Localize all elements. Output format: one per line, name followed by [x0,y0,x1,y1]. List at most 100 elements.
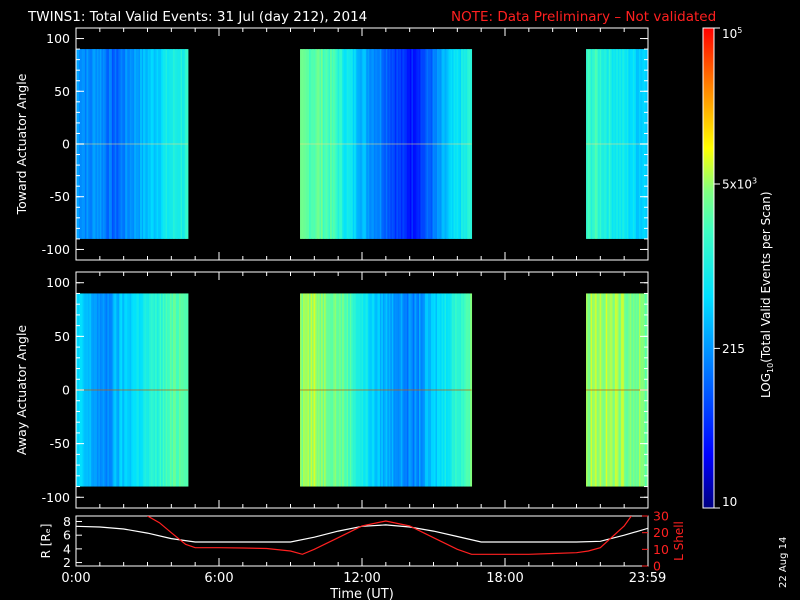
toward-heatmap [76,49,649,239]
heatmap-column [351,293,354,487]
heatmap-column [150,49,153,239]
heatmap-column [180,49,183,239]
heatmap-column [107,49,110,239]
heatmap-column [379,293,382,487]
toward-y-axis: 100 50 0 -50 -100 [42,31,648,257]
heatmap-column [590,49,593,239]
away-y-axis: 100 50 0 -50 -100 [42,275,648,505]
heatmap-column [602,293,605,487]
heatmap-column [176,49,178,239]
heatmap-column [599,293,602,487]
x-axis-label: Time (UT) [329,587,394,600]
heatmap-column [370,293,373,487]
heatmap-column [429,293,432,487]
heatmap-column [440,49,442,239]
heatmap-column [638,49,641,239]
heatmap-column [318,293,321,487]
heatmap-segment [76,49,189,239]
heatmap-column [309,293,311,487]
y-tick-label: 100 [46,31,70,46]
heatmap-column [452,293,454,487]
heatmap-column [108,49,111,239]
heatmap-column [334,49,337,239]
heatmap-column [453,293,456,487]
heatmap-column [185,293,187,487]
heatmap-column [322,293,325,487]
heatmap-column [174,49,177,239]
heatmap-column [156,293,159,487]
heatmap-column [128,293,131,487]
heatmap-column [101,293,104,487]
heatmap-column [346,49,349,239]
heatmap-column [450,49,453,239]
heatmap-column [336,293,339,487]
heatmap-column [411,49,414,239]
heatmap-column [309,49,311,239]
heatmap-column [408,49,411,239]
heatmap-column [300,293,302,487]
heatmap-column [337,293,340,487]
heatmap-column [611,293,614,487]
heatmap-column [342,293,345,487]
heatmap-column [300,49,302,239]
heatmap-column [367,49,370,239]
heatmap-column [140,293,143,487]
heatmap-column [589,293,591,487]
heatmap-column [165,49,168,239]
heatmap-column [440,293,442,487]
heatmap-column [373,49,376,239]
heatmap-column [378,49,381,239]
heatmap-column [402,49,405,239]
heatmap-column [150,293,153,487]
heatmap-column [168,293,171,487]
heatmap-column [165,293,168,487]
heatmap-column [629,293,632,487]
heatmap-column [435,49,438,239]
heatmap-column [409,293,412,487]
heatmap-column [465,293,468,487]
heatmap-column [608,293,611,487]
heatmap-column [376,49,379,239]
heatmap-column [634,293,637,487]
heatmap-column [301,49,304,239]
heatmap-column [631,49,634,239]
heatmap-column [327,49,330,239]
heatmap-column [459,49,462,239]
heatmap-column [611,49,614,239]
heatmap-column [348,49,351,239]
heatmap-column [458,49,460,239]
heatmap-column [360,293,363,487]
heatmap-column [179,293,181,487]
heatmap-column [390,49,393,239]
heatmap-column [468,49,471,239]
heatmap-column [321,49,324,239]
heatmap-column [379,49,382,239]
heatmap-column [613,49,616,239]
r-tick-label: 6 [63,528,71,543]
heatmap-column [170,49,172,239]
heatmap-column [444,293,447,487]
heatmap-column [455,49,457,239]
heatmap-column [402,293,405,487]
heatmap-column [162,293,165,487]
heatmap-column [366,49,369,239]
heatmap-column [129,293,132,487]
heatmap-column [102,293,105,487]
heatmap-column [315,49,317,239]
heatmap-column [393,293,396,487]
preliminary-note: NOTE: Data Preliminary – Not validated [451,9,716,25]
heatmap-column [625,49,628,239]
heatmap-column [397,49,400,239]
heatmap-column [623,293,626,487]
zero-angle-band [300,389,472,391]
heatmap-column [417,293,420,487]
heatmap-column [86,49,89,239]
heatmap-column [310,293,313,487]
y-tick-label: -50 [50,189,70,204]
away-y-label: Away Actuator Angle [14,325,29,456]
heatmap-column [126,49,129,239]
heatmap-column [125,49,128,239]
heatmap-column [405,49,408,239]
heatmap-column [173,293,175,487]
